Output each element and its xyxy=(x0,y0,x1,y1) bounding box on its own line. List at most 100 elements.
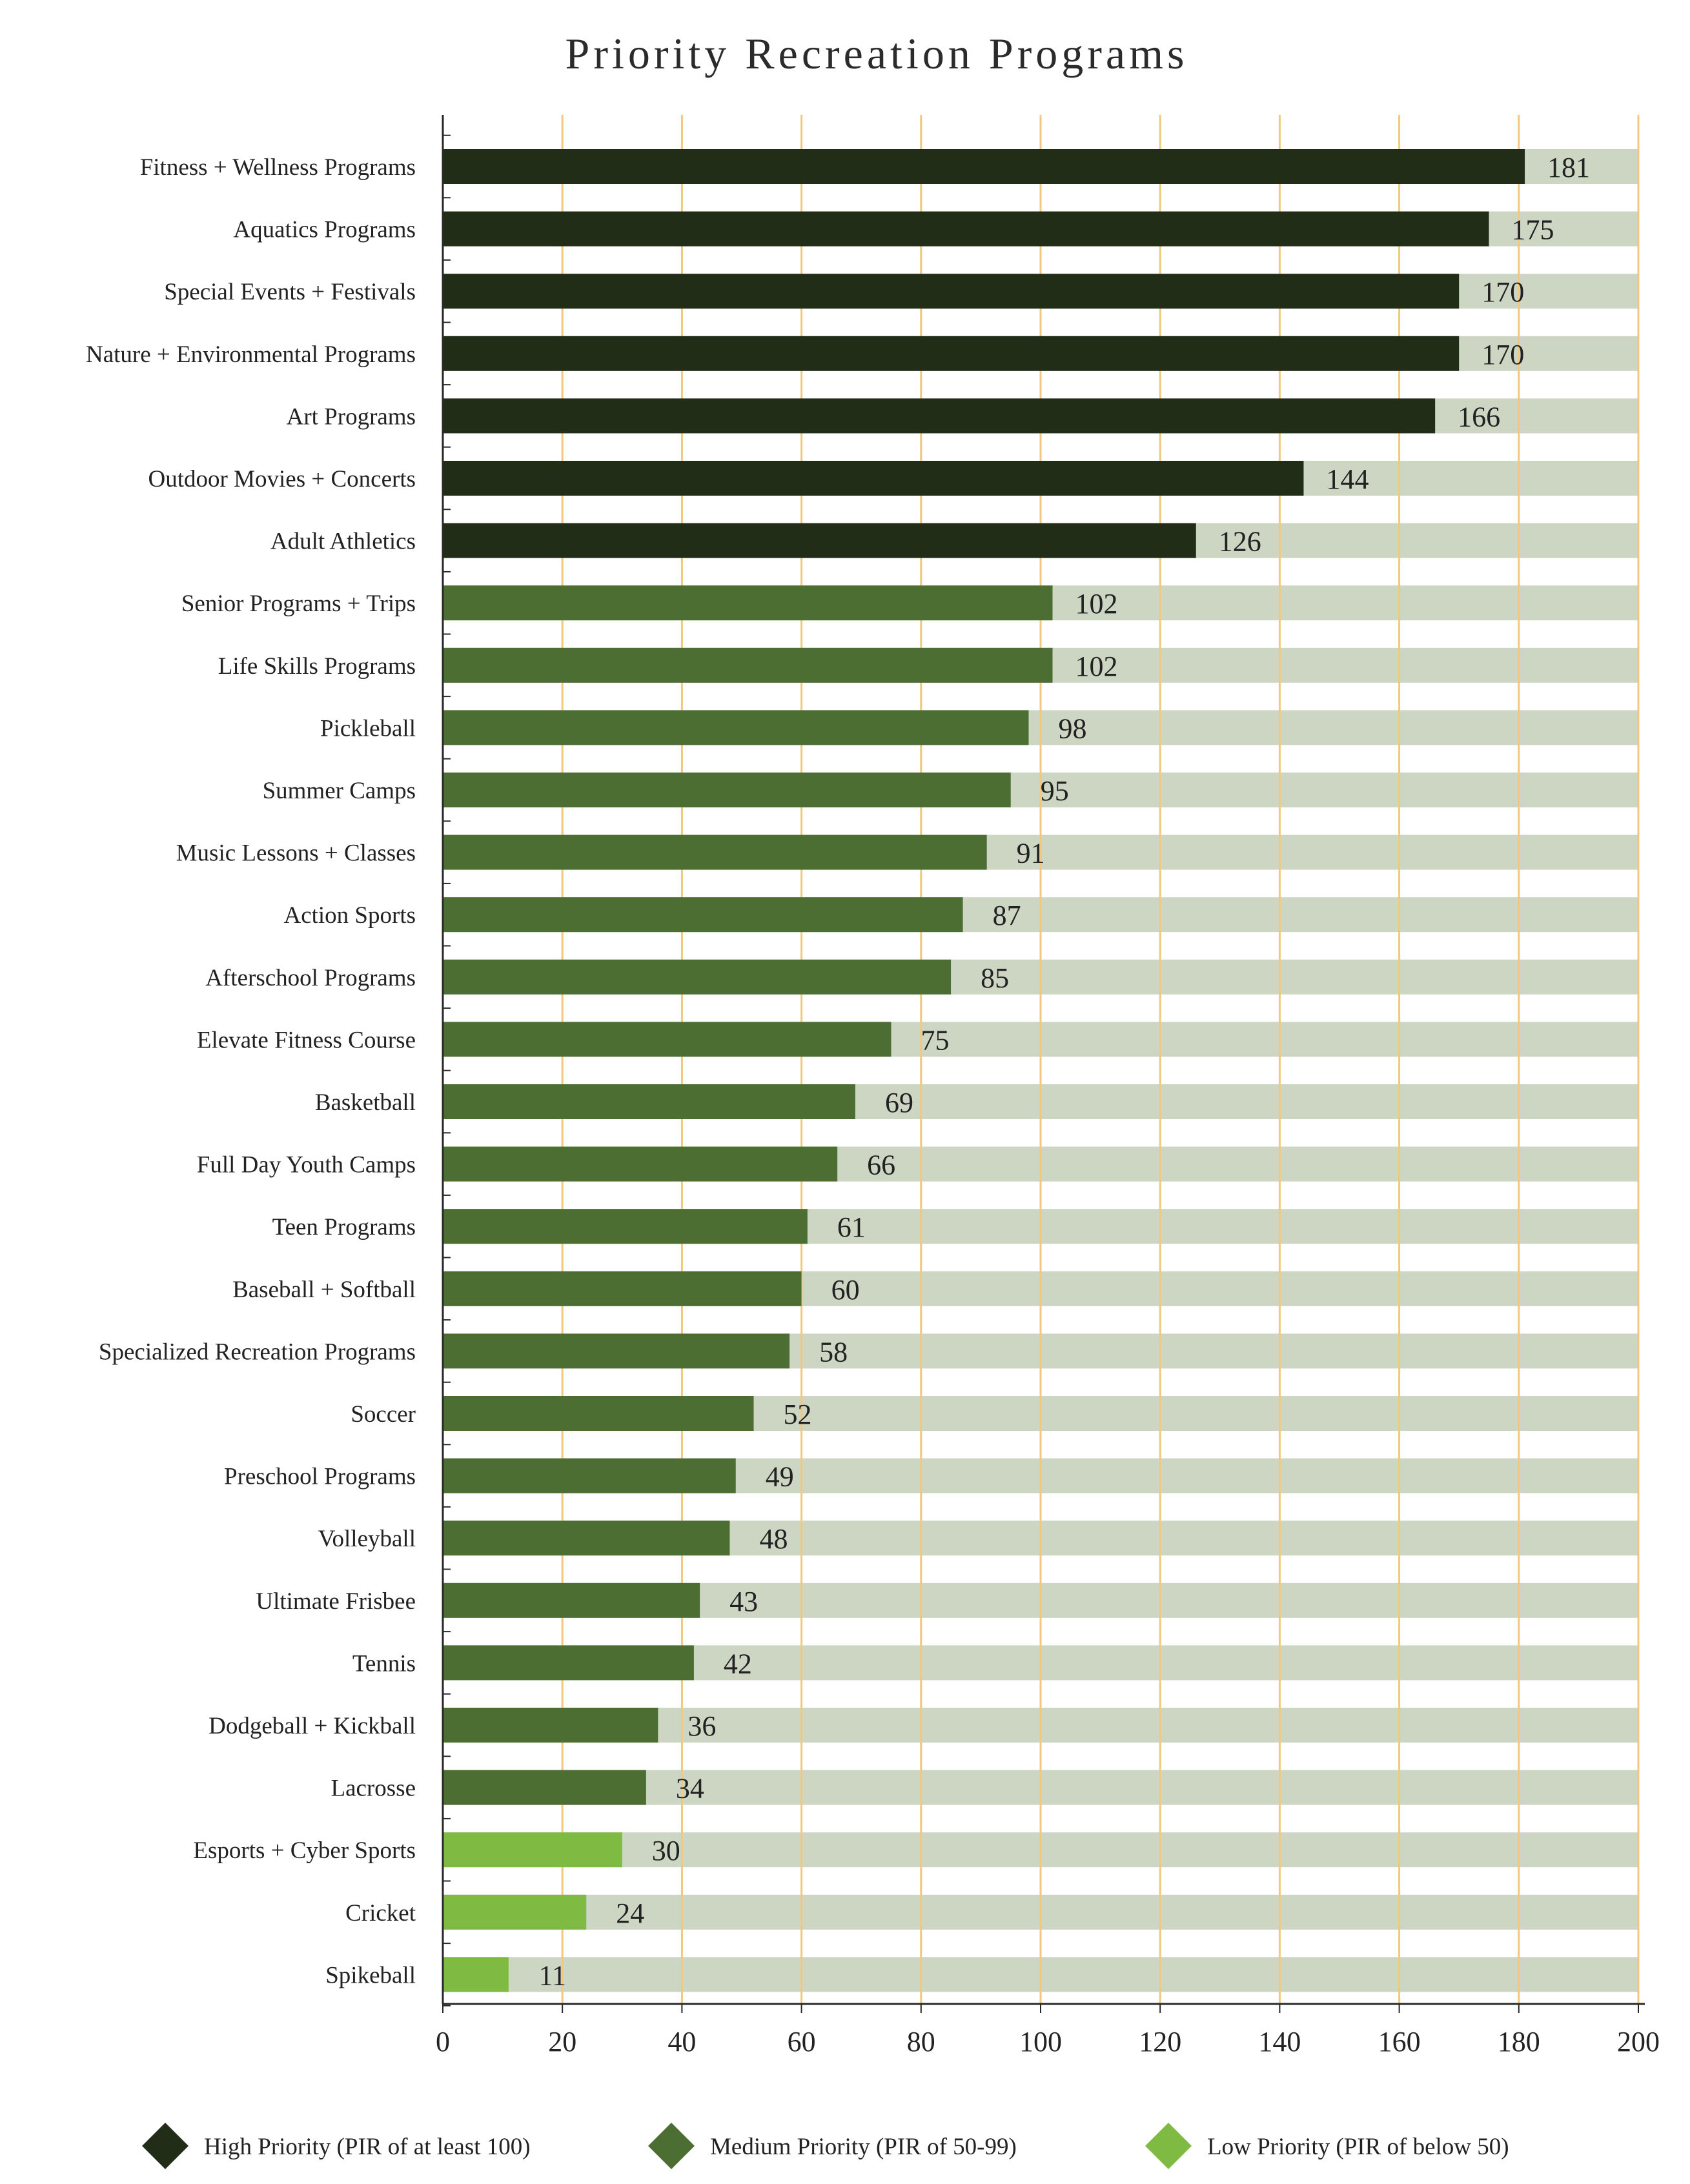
bar xyxy=(443,710,1029,745)
value-label: 66 xyxy=(867,1149,895,1181)
category-label: Elevate Fitness Course xyxy=(197,1027,416,1053)
category-label: Afterschool Programs xyxy=(205,965,416,991)
category-label: Summer Camps xyxy=(263,778,416,804)
value-label: 48 xyxy=(759,1523,788,1555)
category-label: Cricket xyxy=(345,1900,416,1926)
value-label: 144 xyxy=(1326,463,1369,495)
bar xyxy=(443,1832,622,1868)
x-tick-label: 100 xyxy=(1019,2026,1062,2058)
category-label: Specialized Recreation Programs xyxy=(99,1339,416,1365)
bar xyxy=(443,1458,736,1493)
bar xyxy=(443,1022,891,1057)
legend-label: Medium Priority (PIR of 50-99) xyxy=(710,2134,1017,2160)
value-label: 87 xyxy=(993,900,1021,931)
bar xyxy=(443,149,1525,184)
x-tick-label: 120 xyxy=(1139,2026,1181,2058)
value-label: 52 xyxy=(784,1399,812,1430)
category-label: Action Sports xyxy=(283,902,416,929)
value-label: 24 xyxy=(616,1897,644,1929)
bar xyxy=(443,1396,754,1431)
chart-title: Priority Recreation Programs xyxy=(565,29,1188,78)
value-label: 175 xyxy=(1512,214,1554,246)
category-label: Ultimate Frisbee xyxy=(256,1588,416,1615)
value-label: 181 xyxy=(1547,152,1590,183)
category-label: Music Lessons + Classes xyxy=(176,840,416,867)
category-label: Spikeball xyxy=(325,1962,416,1988)
bar xyxy=(443,1521,730,1556)
category-label: Life Skills Programs xyxy=(218,653,416,680)
category-label: Outdoor Movies + Concerts xyxy=(148,466,416,492)
value-label: 98 xyxy=(1058,713,1086,744)
bar xyxy=(443,461,1304,496)
legend: High Priority (PIR of at least 100) Mediu… xyxy=(142,2123,1509,2169)
value-label: 91 xyxy=(1017,838,1045,869)
category-label: Special Events + Festivals xyxy=(164,279,416,305)
category-label: Soccer xyxy=(351,1401,416,1428)
value-label: 34 xyxy=(676,1773,704,1805)
category-label: Art Programs xyxy=(287,403,416,430)
legend-swatch xyxy=(142,2123,188,2169)
x-tick-label: 160 xyxy=(1378,2026,1421,2058)
value-label: 170 xyxy=(1481,339,1524,370)
value-label: 36 xyxy=(687,1710,716,1742)
bar xyxy=(443,1146,838,1182)
bar xyxy=(443,959,952,995)
category-label: Aquatics Programs xyxy=(233,217,416,243)
x-tick-label: 80 xyxy=(907,2026,935,2058)
bar xyxy=(443,336,1460,371)
value-label: 170 xyxy=(1481,276,1524,308)
axes xyxy=(442,115,1645,2013)
value-label: 69 xyxy=(885,1087,913,1118)
bar xyxy=(443,897,963,933)
category-label: Teen Programs xyxy=(272,1214,416,1240)
category-label: Dodgeball + Kickball xyxy=(209,1713,416,1739)
bar xyxy=(443,1582,700,1618)
x-tick-label: 60 xyxy=(788,2026,816,2058)
value-label: 95 xyxy=(1041,775,1069,807)
category-label: Senior Programs + Trips xyxy=(181,591,416,617)
value-label: 85 xyxy=(981,962,1009,994)
category-label: Full Day Youth Camps xyxy=(197,1152,416,1178)
category-label: Pickleball xyxy=(320,715,416,742)
legend-item-high: High Priority (PIR of at least 100) xyxy=(142,2123,531,2169)
bar xyxy=(443,834,987,870)
bar xyxy=(443,647,1053,683)
category-label: Lacrosse xyxy=(331,1775,416,1802)
category-label: Tennis xyxy=(352,1650,416,1677)
value-label: 30 xyxy=(652,1835,680,1866)
value-labels: 181 175 170 170 166 144 126 102 102 98 95 91 87 85 75 6… xyxy=(539,152,1590,1991)
category-label: Volleyball xyxy=(318,1526,416,1552)
value-label: 60 xyxy=(831,1274,860,1306)
bar xyxy=(443,1645,694,1681)
legend-item-low: Low Priority (PIR of below 50) xyxy=(1145,2123,1509,2169)
bar xyxy=(443,274,1460,309)
value-label: 102 xyxy=(1075,651,1118,682)
category-label: Baseball + Softball xyxy=(232,1277,416,1303)
value-label: 126 xyxy=(1219,526,1261,558)
bar xyxy=(443,1084,855,1119)
category-label: Fitness + Wellness Programs xyxy=(140,154,416,181)
value-label: 58 xyxy=(819,1336,848,1368)
value-label: 102 xyxy=(1075,588,1118,620)
x-tick-label: 20 xyxy=(548,2026,576,2058)
value-label: 61 xyxy=(837,1211,866,1243)
bar xyxy=(443,1770,646,1805)
legend-swatch xyxy=(648,2123,695,2169)
category-label: Adult Athletics xyxy=(270,529,416,555)
value-label: 49 xyxy=(766,1461,794,1493)
legend-label: High Priority (PIR of at least 100) xyxy=(204,2134,531,2160)
bar xyxy=(443,398,1436,434)
category-labels: Fitness + Wellness Programs Aquatics Prog… xyxy=(86,154,416,1988)
x-tick-label: 200 xyxy=(1617,2026,1660,2058)
legend-swatch xyxy=(1145,2123,1192,2169)
bar xyxy=(443,1708,658,1743)
bar xyxy=(443,773,1011,807)
value-label: 11 xyxy=(539,1959,566,1991)
bar xyxy=(443,1894,587,1930)
legend-item-medium: Medium Priority (PIR of 50-99) xyxy=(648,2123,1017,2169)
data-bars xyxy=(443,149,1525,1992)
x-tick-label: 180 xyxy=(1498,2026,1540,2058)
category-label: Nature + Environmental Programs xyxy=(86,341,416,368)
